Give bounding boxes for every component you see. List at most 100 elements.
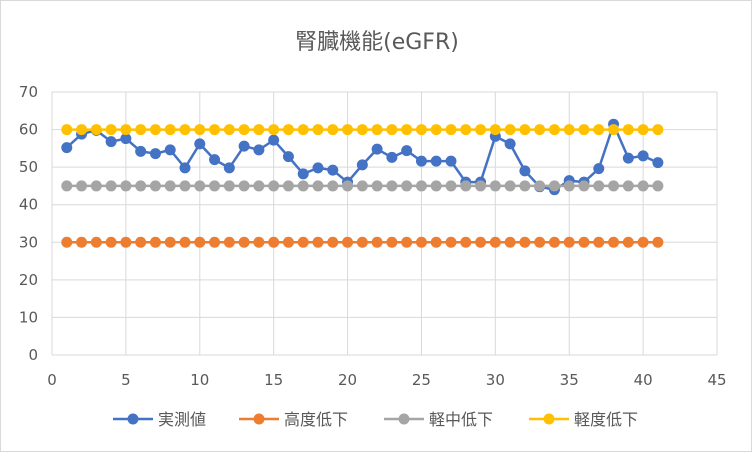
data-point [356, 124, 368, 136]
series-2 [61, 236, 664, 248]
data-point [519, 124, 531, 136]
data-point [504, 180, 516, 192]
data-point [386, 236, 398, 248]
data-point [475, 236, 487, 248]
data-point [120, 180, 132, 192]
data-point [622, 124, 634, 136]
data-point [430, 155, 442, 167]
data-point [578, 180, 590, 192]
data-point [135, 180, 147, 192]
data-point [61, 180, 73, 192]
data-point [135, 124, 147, 136]
data-point [593, 163, 605, 175]
legend-label: 実測値 [158, 410, 206, 429]
data-point [297, 236, 309, 248]
data-point [342, 236, 354, 248]
data-point [61, 124, 73, 136]
data-point [149, 124, 161, 136]
data-point [519, 180, 531, 192]
data-point [238, 140, 250, 152]
x-tick-label: 10 [190, 371, 209, 389]
data-point [105, 124, 117, 136]
x-tick-label: 25 [412, 371, 431, 389]
data-point [253, 144, 265, 156]
data-point [253, 236, 265, 248]
data-point [135, 145, 147, 157]
data-point [223, 236, 235, 248]
data-point [460, 180, 472, 192]
legend-label: 高度低下 [284, 410, 348, 429]
data-point [209, 180, 221, 192]
data-point [386, 180, 398, 192]
data-point [548, 180, 560, 192]
data-point [371, 143, 383, 155]
legend-marker [398, 413, 410, 425]
data-point [312, 180, 324, 192]
y-tick-label: 50 [19, 158, 38, 176]
data-point [652, 124, 664, 136]
data-point [268, 180, 280, 192]
legend-marker [253, 413, 265, 425]
data-point [135, 236, 147, 248]
data-point [460, 236, 472, 248]
data-point [593, 236, 605, 248]
y-tick-label: 10 [19, 308, 38, 326]
data-point [164, 144, 176, 156]
data-point [253, 180, 265, 192]
data-point [608, 236, 620, 248]
data-point [282, 124, 294, 136]
data-point [105, 236, 117, 248]
data-point [120, 124, 132, 136]
data-point [76, 124, 88, 136]
data-point [489, 124, 501, 136]
data-point [548, 236, 560, 248]
legend-label: 軽中低下 [429, 410, 493, 429]
y-tick-label: 0 [28, 346, 38, 364]
data-point [489, 236, 501, 248]
data-point [622, 180, 634, 192]
data-point [179, 180, 191, 192]
data-point [401, 180, 413, 192]
data-point [504, 236, 516, 248]
data-point [90, 124, 102, 136]
data-point [371, 124, 383, 136]
x-tick-label: 15 [264, 371, 283, 389]
data-point [445, 180, 457, 192]
data-point [652, 157, 664, 169]
data-point [356, 180, 368, 192]
data-point [401, 124, 413, 136]
data-point [194, 236, 206, 248]
data-point [475, 124, 487, 136]
data-point [475, 180, 487, 192]
legend-label: 軽度低下 [574, 410, 638, 429]
data-point [386, 124, 398, 136]
y-tick-label: 70 [19, 83, 38, 101]
legend-marker [127, 413, 139, 425]
y-tick-label: 20 [19, 271, 38, 289]
chart-title: 腎臓機能(eGFR) [295, 30, 459, 55]
data-point [297, 180, 309, 192]
series-3 [61, 180, 664, 192]
data-point [209, 124, 221, 136]
data-point [593, 180, 605, 192]
data-point [652, 236, 664, 248]
data-point [327, 164, 339, 176]
data-point [120, 133, 132, 145]
data-point [179, 162, 191, 174]
data-point [268, 124, 280, 136]
data-point [179, 124, 191, 136]
data-point [489, 180, 501, 192]
data-point [430, 124, 442, 136]
data-point [164, 180, 176, 192]
x-tick-label: 45 [707, 371, 726, 389]
data-point [194, 124, 206, 136]
axes: 0 5 10 15 20 25 30 35 40 45 0 10 20 30 40 50 60 70 [19, 83, 727, 389]
x-tick-label: 40 [634, 371, 653, 389]
x-tick-label: 0 [47, 371, 57, 389]
data-point [149, 180, 161, 192]
y-tick-label: 60 [19, 121, 38, 139]
data-point [534, 236, 546, 248]
data-point [149, 148, 161, 160]
data-point [282, 236, 294, 248]
data-point [327, 124, 339, 136]
